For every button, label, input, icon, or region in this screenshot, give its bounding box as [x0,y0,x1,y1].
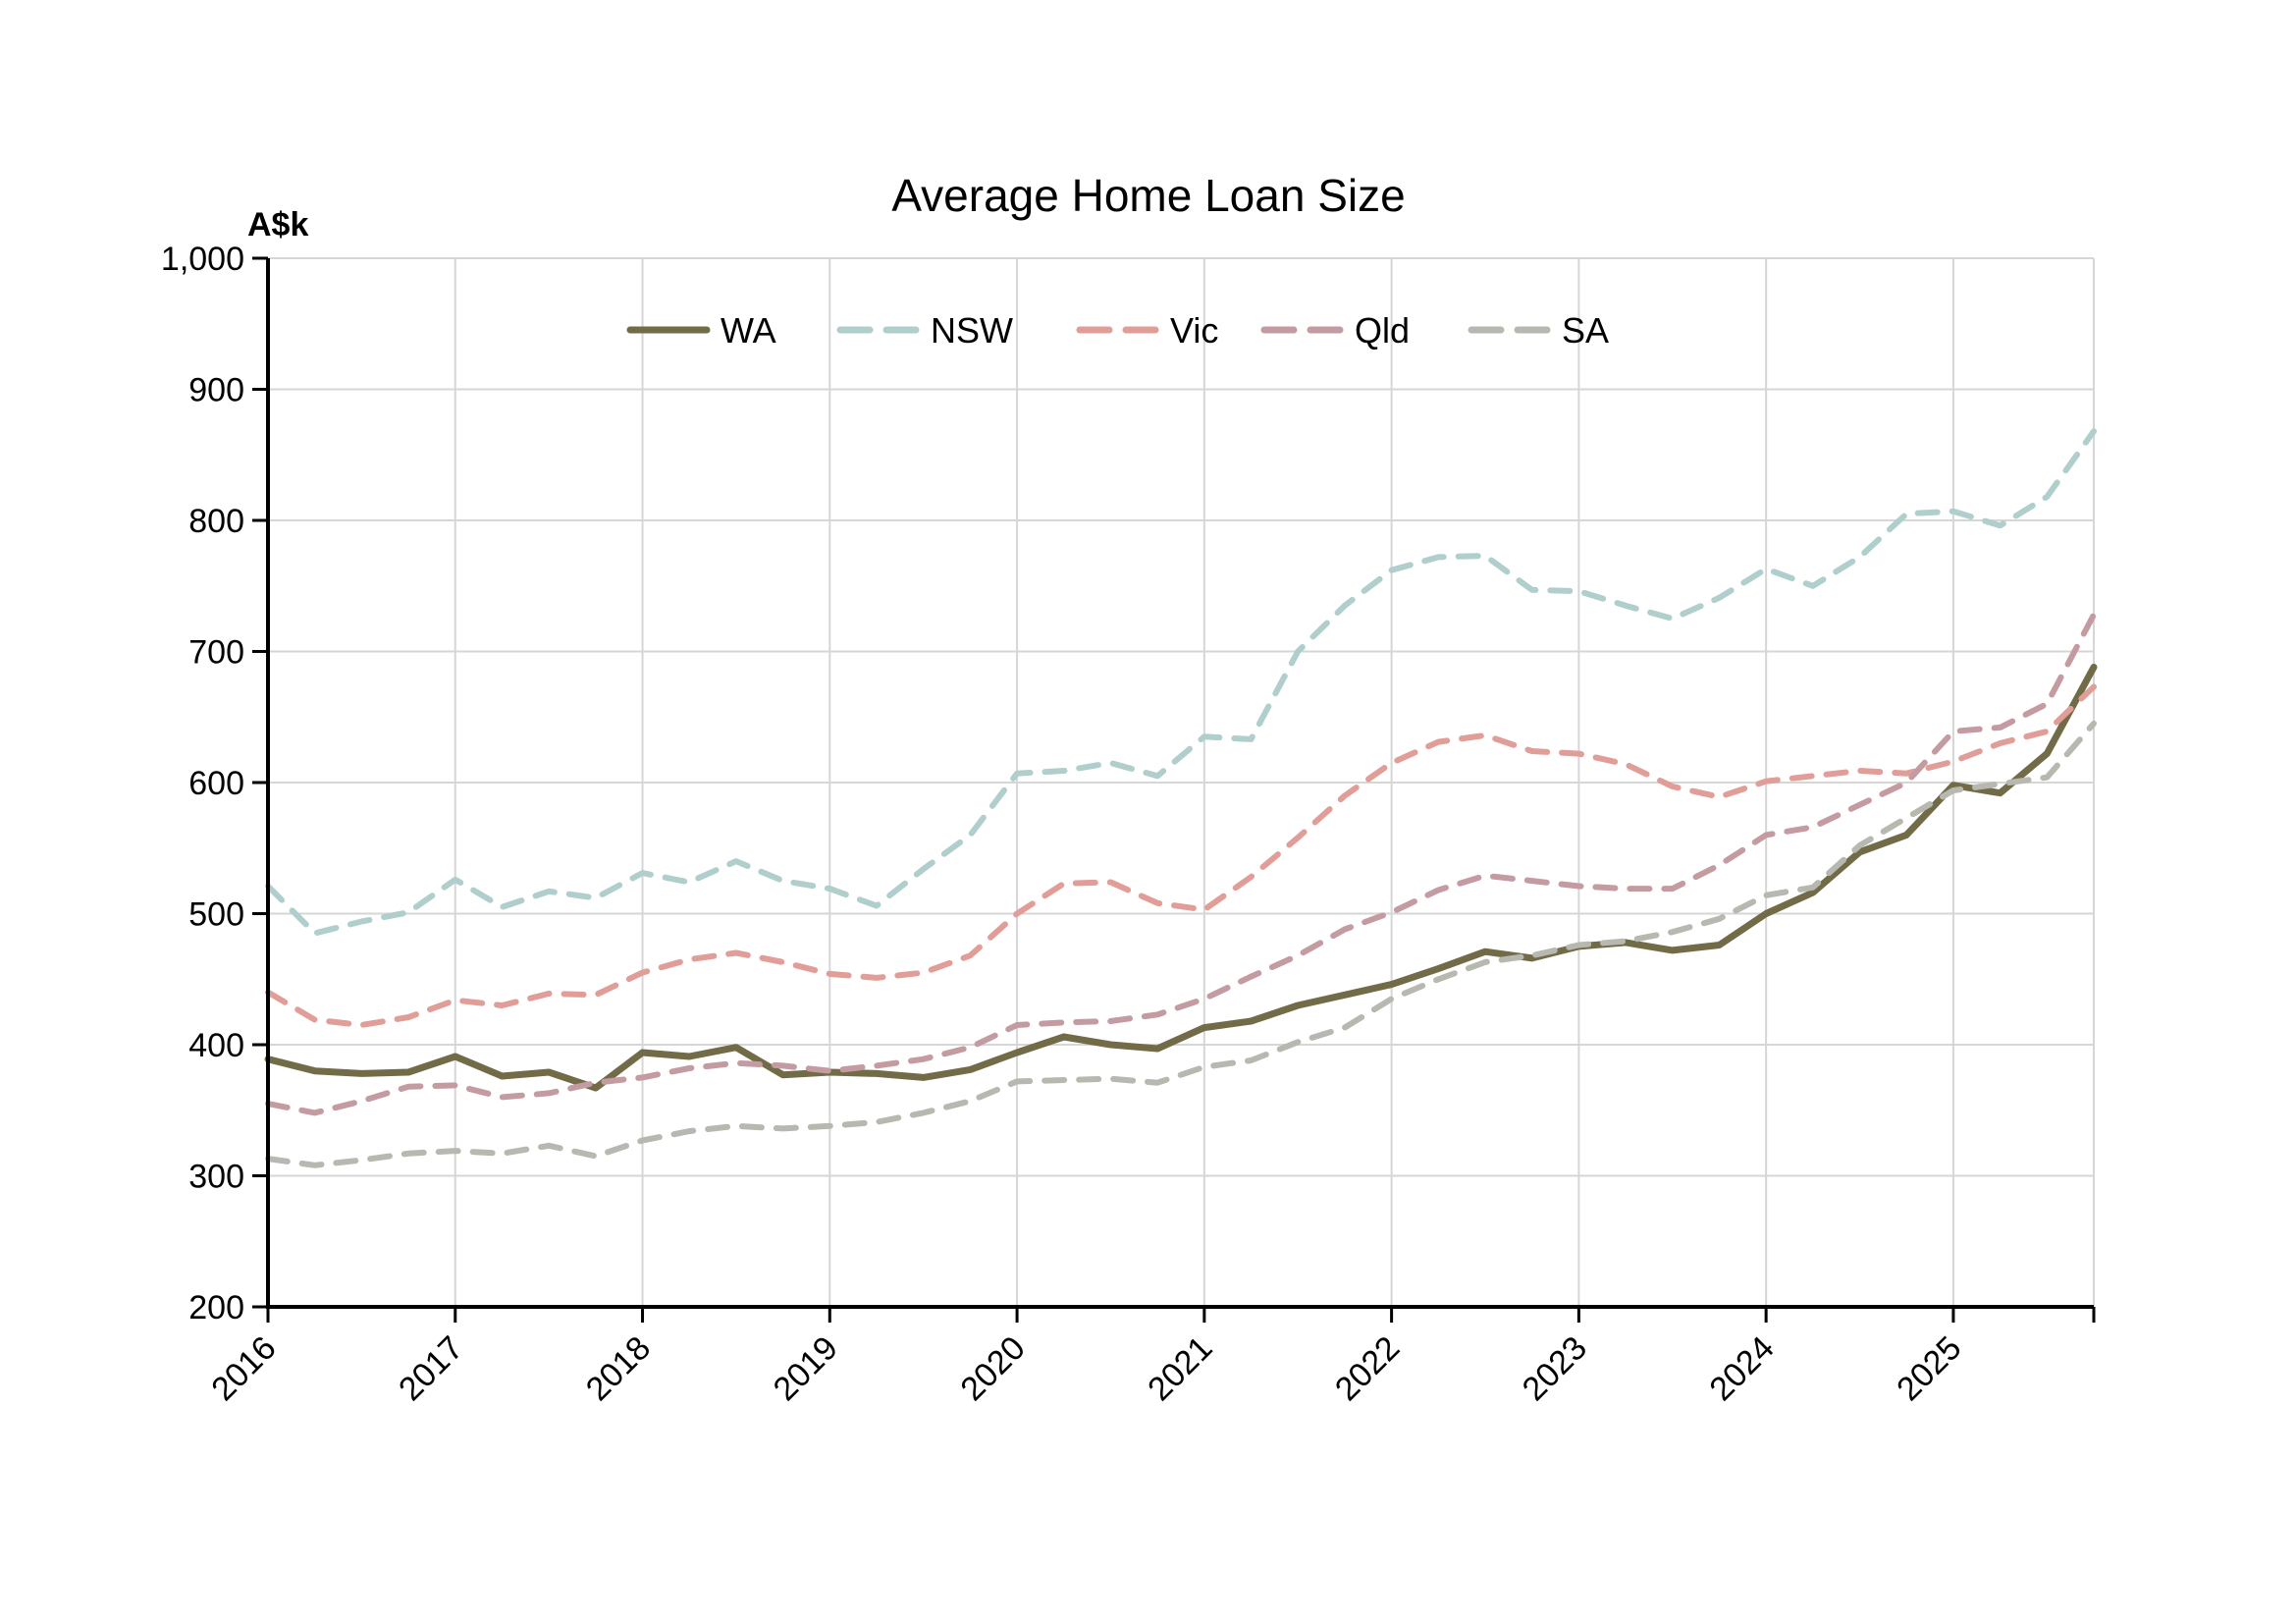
y-axis-tick-label: 800 [188,503,244,540]
x-axis-tick-label: 2023 [1516,1329,1594,1408]
x-axis-tick-label: 2018 [579,1329,658,1408]
legend-item-qld: Qld [1260,310,1410,351]
legend-item-wa: WA [626,310,776,351]
series-line-wa [264,664,2098,1092]
y-axis-unit-label: A$k [247,206,308,244]
x-axis-tick-label: 2020 [953,1329,1032,1408]
legend-label-vic: Vic [1170,310,1218,351]
x-axis-tick-label: 2016 [204,1329,283,1408]
legend: WA NSW Vic Qld SA [626,310,1609,351]
x-axis-tick-label: 2025 [1890,1329,1968,1408]
x-axis-tick-label: 2019 [767,1329,845,1408]
y-axis-tick-label: 700 [188,634,244,672]
y-axis-tick-label: 400 [188,1027,244,1064]
data-series [264,428,2098,1168]
y-axis-tick-label: 900 [188,372,244,409]
x-axis-tick-label: 2021 [1141,1329,1219,1408]
series-line-sa [265,720,2097,1168]
legend-label-sa: SA [1562,310,1609,351]
y-axis-tick-label: 1,000 [161,241,244,278]
y-axis-tick-label: 600 [188,765,244,802]
legend-item-sa: SA [1468,310,1609,351]
y-axis-tick-label: 500 [188,896,244,934]
y-axis-tick-label: 300 [188,1159,244,1196]
legend-item-vic: Vic [1076,310,1218,351]
legend-label-wa: WA [721,310,776,351]
axes [252,256,2096,1323]
series-line-nsw [265,428,2097,937]
x-axis-tick-label: 2024 [1702,1329,1781,1408]
series-line-qld [265,612,2097,1116]
axis-tick-labels: 200 300 400 500 600 700 800 900 1,000 2016 2017 201… [161,241,1969,1408]
legend-label-qld: Qld [1355,310,1410,351]
series-line-vic [265,683,2097,1028]
gridlines [268,257,2095,1307]
x-axis-tick-label: 2022 [1328,1329,1407,1408]
legend-item-nsw: NSW [836,310,1013,351]
x-axis-tick-label: 2017 [392,1329,470,1408]
y-axis-tick-label: 200 [188,1289,244,1326]
chart-title: Average Home Loan Size [891,170,1405,221]
legend-label-nsw: NSW [931,310,1013,351]
